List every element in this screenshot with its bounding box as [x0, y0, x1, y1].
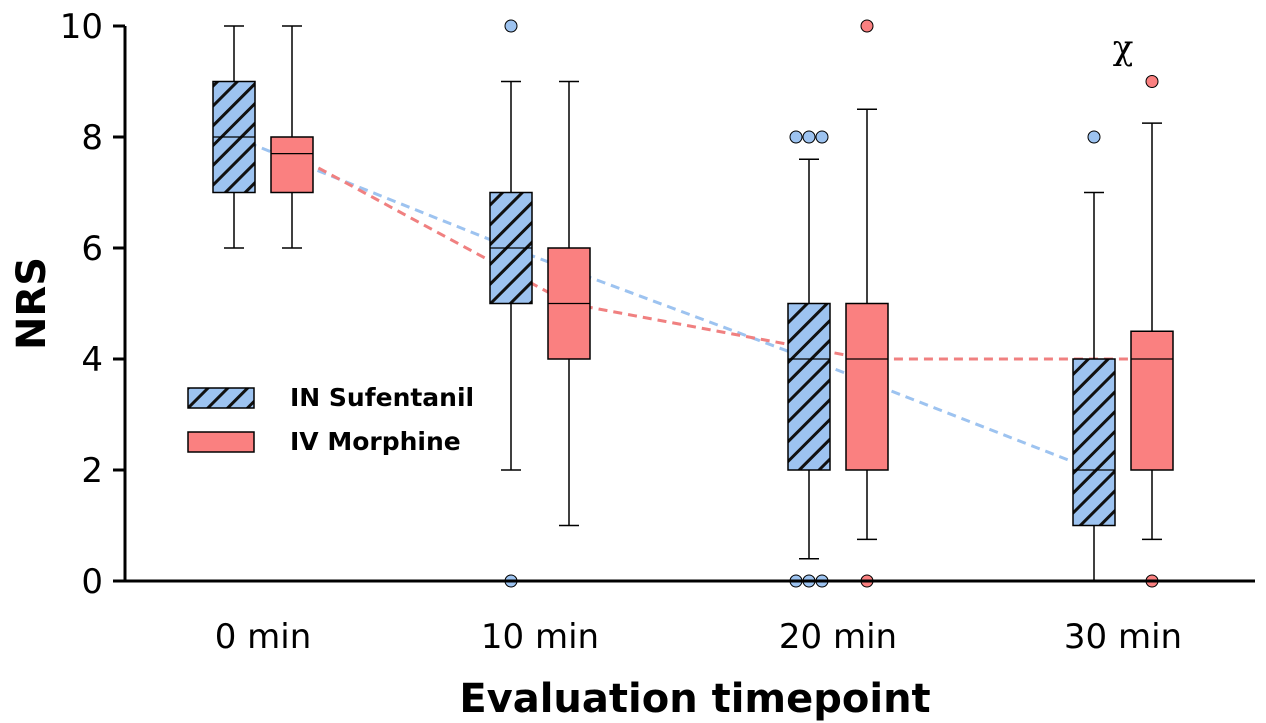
outlier-point-sufentanil — [802, 130, 816, 144]
box-morphine — [270, 136, 314, 194]
legend-swatch-sufentanil — [187, 387, 255, 409]
box-morphine — [1130, 330, 1174, 471]
legend-label-sufentanil: IN Sufentanil — [290, 383, 474, 412]
x-tick-label: 10 min — [481, 617, 599, 657]
trend-line-sufentanil — [233, 135, 1095, 472]
y-tick-label: 6 — [81, 229, 103, 269]
y-tick-label: 0 — [81, 562, 103, 602]
legend-label-morphine: IV Morphine — [290, 427, 461, 456]
y-axis-title: NRS — [9, 257, 55, 350]
outlier-point-sufentanil — [1087, 130, 1101, 144]
outlier-point-sufentanil — [789, 130, 803, 144]
outlier-point-sufentanil — [504, 19, 518, 33]
outlier-point-sufentanil — [815, 130, 829, 144]
x-tick-label: 30 min — [1064, 617, 1182, 657]
box-sufentanil — [787, 302, 831, 471]
y-tick-label: 4 — [81, 340, 103, 380]
box-sufentanil — [1072, 358, 1116, 527]
legend-swatch-morphine — [187, 431, 255, 453]
y-tick-label: 8 — [81, 118, 103, 158]
box-morphine — [845, 302, 889, 471]
outlier-point-morphine — [1145, 75, 1159, 88]
significance-marker: χ — [1113, 28, 1134, 68]
x-axis-title: Evaluation timepoint — [459, 676, 930, 722]
y-tick-label: 10 — [60, 7, 103, 47]
x-tick-label: 0 min — [215, 617, 312, 657]
trend-line-morphine — [291, 152, 1152, 361]
y-tick-label: 2 — [81, 451, 103, 491]
outlier-point-morphine — [860, 19, 874, 33]
x-tick-label: 20 min — [779, 617, 897, 657]
